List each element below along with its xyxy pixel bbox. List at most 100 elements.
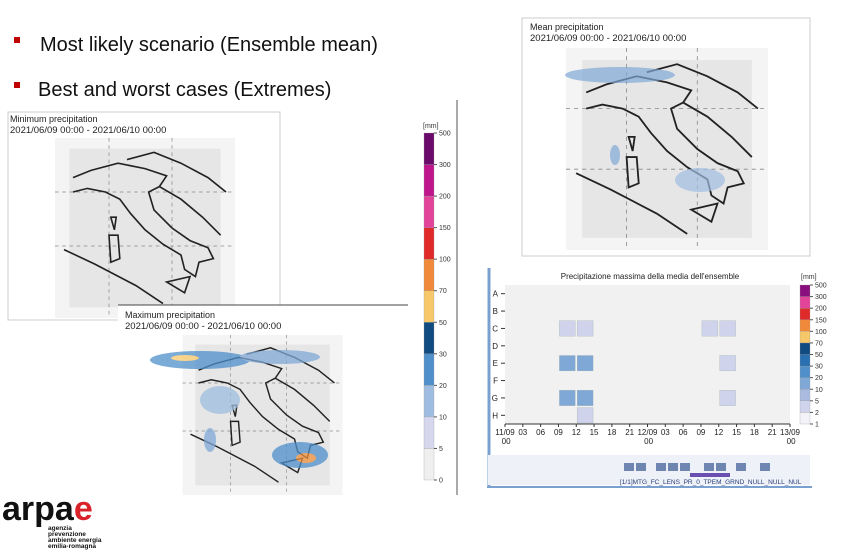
heat-cell (577, 407, 594, 424)
x-tick-label: 13/09 00 (780, 428, 801, 446)
row-label: E (493, 359, 498, 368)
colorbar-label: 300 (439, 162, 451, 169)
colorbar-label: 70 (815, 340, 823, 347)
colorbar-label: 150 (439, 225, 451, 232)
map (53, 138, 237, 318)
colorbar-band (799, 296, 811, 309)
panel-subtitle: 2021/06/09 00:00 - 2021/06/10 00:00 (125, 321, 281, 332)
heatmap-panel: Precipitazione massima della media dell'… (487, 268, 827, 488)
row-label: D (492, 342, 498, 351)
colorbar-unit: [mm] (801, 274, 817, 281)
heat-cell (559, 320, 576, 337)
colorbar-band (423, 195, 435, 228)
colorbar-band (799, 354, 811, 367)
heat-cell (577, 320, 594, 337)
x-tick-label: 06 (679, 428, 688, 437)
heat-cell (559, 390, 576, 406)
x-tick-label: 12 (572, 428, 581, 437)
colorbar-band (423, 448, 435, 481)
colorbar-unit: [mm] (423, 123, 439, 130)
x-tick-label: 15 (590, 428, 599, 437)
row-label: C (492, 324, 498, 333)
panel-title: Minimum precipitation (10, 114, 98, 124)
heatmap-title: Precipitazione massima della media dell'… (561, 272, 740, 281)
logo-line: prevenzione (48, 531, 86, 538)
row-label: H (492, 411, 498, 420)
colorbar-band (799, 284, 811, 297)
colorbar-band (799, 308, 811, 320)
colorbar-label: 20 (815, 375, 823, 382)
colorbar-label: 30 (439, 351, 447, 358)
bullet-text: Most likely scenario (Ensemble mean) (40, 34, 378, 56)
logo-name: arpae (2, 490, 93, 528)
colorbar-label: 300 (815, 294, 827, 301)
colorbar-band (423, 290, 435, 323)
x-tick-label: 12 (714, 428, 723, 437)
x-tick-label: 12/09 00 (637, 428, 658, 446)
x-tick-label: 11/09 00 (495, 428, 515, 446)
colorbar-label: 500 (439, 131, 451, 138)
heat-cell (559, 355, 576, 372)
colorbar-label: 30 (815, 364, 823, 371)
colorbar-label: 10 (815, 387, 823, 394)
colorbar-label: 2 (815, 410, 819, 417)
logo-line: ambiente energia (48, 537, 102, 544)
colorbar-label: 5 (439, 446, 443, 453)
colorbar-band (799, 389, 811, 401)
x-tick-label: 18 (607, 428, 616, 437)
colorbar-label: 100 (439, 257, 451, 264)
heat-cell (577, 390, 594, 406)
logo-line: emilia-romagna (48, 543, 96, 550)
x-tick-label: 06 (536, 428, 545, 437)
colorbar-label: 10 (439, 414, 447, 421)
x-tick-label: 18 (750, 428, 759, 437)
bullet-text: Best and worst cases (Extremes) (38, 79, 331, 101)
colorbar-band (423, 322, 435, 354)
mean-panel: Mean precipitation 2021/06/09 00:00 - 20… (521, 17, 811, 257)
colorbar-label: 100 (815, 329, 827, 336)
panel-subtitle: 2021/06/09 00:00 - 2021/06/10 00:00 (10, 125, 166, 136)
colorbar-label: 150 (815, 317, 827, 324)
colorbar-band (799, 377, 811, 390)
toolbar[interactable] (624, 463, 770, 477)
colorbar-label: 50 (439, 320, 447, 327)
heat-cell (701, 320, 718, 337)
colorbar-label: 0 (439, 478, 443, 485)
row-label: A (493, 290, 499, 299)
row-label: G (492, 394, 498, 403)
precip-pattern (150, 350, 328, 468)
colorbar-label: 200 (815, 306, 827, 313)
map-colorbar: [mm] 0 5 10 20 30 50 70 100 150 200 300 500 (423, 123, 451, 485)
colorbar-band (423, 164, 435, 197)
x-tick-label: 21 (625, 428, 634, 437)
colorbar-label: 50 (815, 352, 823, 359)
x-tick-label: 03 (661, 428, 670, 437)
colorbar-band (799, 400, 811, 413)
panel-title: Mean precipitation (530, 22, 604, 32)
colorbar-band (423, 385, 435, 418)
max-panel: Maximum precipitation 2021/06/09 00:00 -… (118, 304, 408, 497)
product-selector[interactable]: [1/1]MTG_FC_LENS_PR_0_TPEM_GRND_NULL_NUL… (620, 479, 802, 486)
x-tick-label: 21 (768, 428, 777, 437)
logo: arpae agenzia prevenzione ambiente energ… (2, 490, 102, 550)
colorbar-band (799, 331, 811, 344)
colorbar-label: 20 (439, 383, 447, 390)
panel-title: Maximum precipitation (125, 310, 215, 320)
heat-cell (719, 390, 736, 406)
panel-subtitle: 2021/06/09 00:00 - 2021/06/10 00:00 (530, 33, 686, 44)
colorbar-label: 500 (815, 283, 827, 290)
row-label: F (493, 377, 498, 386)
colorbar-band (423, 227, 435, 260)
x-tick-label: 15 (732, 428, 741, 437)
colorbar-band (799, 342, 811, 355)
colorbar-band (799, 412, 811, 425)
bullet-marker (14, 82, 20, 88)
colorbar-label: 200 (439, 194, 451, 201)
x-tick-label: 03 (518, 428, 527, 437)
x-tick-label: 09 (554, 428, 563, 437)
colorbar-label: 1 (815, 422, 819, 429)
colorbar-band (799, 365, 811, 378)
logo-line: agenzia (48, 525, 72, 532)
